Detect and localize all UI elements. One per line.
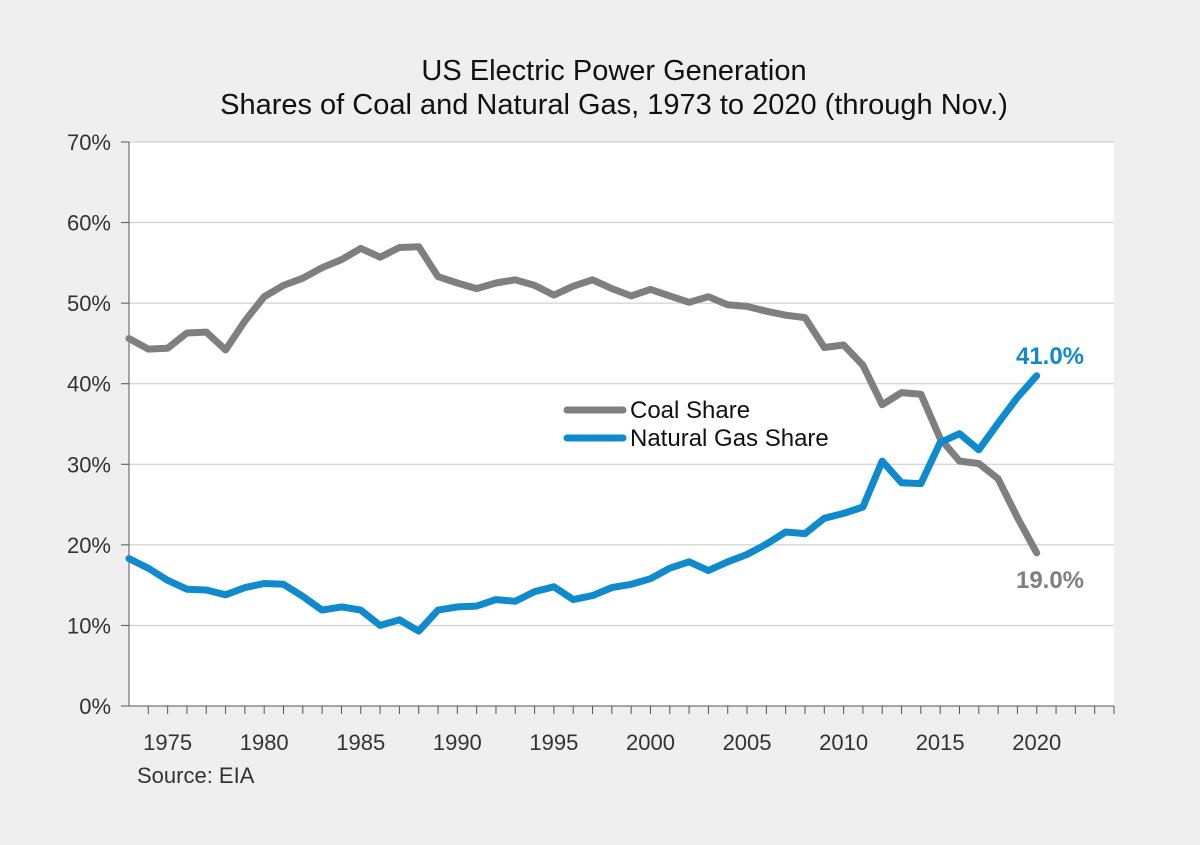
plot-area	[129, 142, 1114, 706]
x-tick-label-2000: 2000	[626, 730, 675, 755]
y-tick-label-60: 60%	[67, 211, 111, 236]
x-tick-label-2010: 2010	[819, 730, 868, 755]
source-note: Source: EIA	[137, 763, 255, 788]
y-tick-label-40: 40%	[67, 372, 111, 397]
end-label-coal: 19.0%	[1016, 567, 1084, 594]
y-tick-label-10: 10%	[67, 613, 111, 638]
axes: 0% 10% 20% 30% 40% 50% 60% 70% 1975 1980 1985 1990 1…	[67, 130, 1115, 755]
chart-subtitle: Shares of Coal and Natural Gas, 1973 to …	[220, 89, 1008, 121]
x-tick-label-1995: 1995	[529, 730, 578, 755]
y-tick-label-20: 20%	[67, 533, 111, 558]
legend: Coal Share Natural Gas Share	[563, 397, 829, 452]
x-tick-label-1990: 1990	[433, 730, 482, 755]
y-tick-label-70: 70%	[67, 130, 111, 155]
legend-label-coal-share: Coal Share	[630, 397, 750, 424]
series-line-natural-gas-share	[125, 372, 1041, 635]
legend-label-natural-gas-share: Natural Gas Share	[630, 425, 829, 452]
y-tick-label-30: 30%	[67, 452, 111, 477]
grid-lines	[129, 141, 1114, 626]
x-tick-label-1975: 1975	[143, 730, 192, 755]
x-tick-label-2005: 2005	[723, 730, 772, 755]
series-line-coal-share	[125, 243, 1041, 557]
x-tick-label-1985: 1985	[336, 730, 385, 755]
x-tick-label-2015: 2015	[916, 730, 965, 755]
x-tick-label-1980: 1980	[240, 730, 289, 755]
series-lines	[125, 243, 1041, 635]
y-tick-label-50: 50%	[67, 291, 111, 316]
chart-title: US Electric Power Generation	[421, 55, 806, 87]
end-label-natural-gas: 41.0%	[1016, 343, 1084, 370]
x-tick-label-2020: 2020	[1012, 730, 1061, 755]
y-tick-label-0: 0%	[79, 694, 111, 719]
